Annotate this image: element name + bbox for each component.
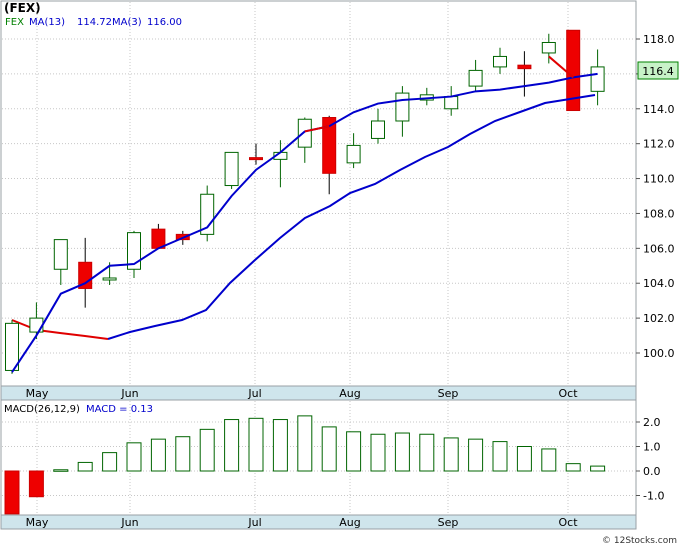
legend-ma13-value: 114.72 — [77, 17, 112, 28]
price-tick-label: 102.0 — [643, 312, 675, 325]
candle-body — [322, 117, 337, 174]
macd-value: MACD = 0.13 — [86, 404, 153, 415]
candle-body — [395, 92, 410, 122]
macd-bar — [150, 438, 166, 472]
price-panel — [0, 0, 637, 387]
legend-ma13-label: MA(13) — [29, 17, 65, 28]
macd-bars — [4, 415, 606, 515]
macd-bar — [126, 442, 142, 472]
candle-body — [590, 66, 605, 92]
price-tick-label: 104.0 — [643, 277, 675, 290]
month-label: Aug — [339, 516, 360, 529]
month-label: Jun — [120, 516, 138, 529]
macd-bar — [53, 469, 69, 472]
price-tick-label: 112.0 — [643, 138, 675, 151]
macd-bar — [492, 441, 508, 472]
price-tick-label: 114.0 — [643, 103, 675, 116]
macd-tick-label: 2.0 — [643, 416, 661, 429]
macd-bar — [394, 432, 410, 472]
ma-red-segment — [11, 319, 109, 340]
macd-bar — [321, 426, 337, 472]
legend: FEX MA(13) 114.72 MA(3) 116.00 — [5, 17, 182, 28]
month-label: May — [26, 516, 49, 529]
ma-red-segment — [548, 55, 574, 79]
macd-bar — [248, 417, 264, 472]
macd-bar — [28, 470, 44, 498]
price-tick-label: 106.0 — [643, 242, 675, 255]
ma-lines — [11, 55, 598, 373]
month-label: Jul — [247, 516, 261, 529]
candle-body — [517, 64, 532, 70]
month-label: Jun — [120, 387, 138, 400]
month-label: Oct — [558, 516, 578, 529]
macd-bar — [272, 419, 288, 472]
candle-body — [371, 120, 385, 139]
macd-bar — [565, 463, 581, 472]
candle-body — [346, 144, 361, 164]
month-label: Oct — [558, 387, 578, 400]
candle-body — [444, 96, 459, 110]
price-axis: 100.0 102.0 104.0 106.0 108.0 110.0 112.0 114.0… — [636, 33, 675, 360]
chart-title: (FEX) — [4, 1, 41, 15]
last-price-text: 116.4 — [642, 65, 674, 78]
price-tick-label: 100.0 — [643, 347, 675, 360]
month-labels-top: May Jun Jul Aug Sep Oct — [26, 387, 579, 400]
macd-bar — [419, 433, 435, 472]
macd-bar — [516, 446, 532, 472]
candle-body — [224, 151, 239, 187]
macd-tick-label: 0.0 — [643, 465, 661, 478]
macd-axis: 2.0 1.0 0.0 -1.0 — [636, 416, 664, 503]
macd-bar — [443, 437, 459, 472]
candle-body — [468, 69, 483, 87]
ma3-line — [11, 319, 109, 340]
candle-body — [541, 41, 556, 54]
month-labels-bottom: May Jun Jul Aug Sep Oct — [26, 516, 579, 529]
macd-bar — [468, 438, 484, 472]
macd-bar — [297, 415, 313, 472]
month-label: Sep — [438, 516, 459, 529]
candle-body — [53, 239, 68, 270]
legend-fex: FEX — [5, 17, 24, 28]
macd-bar — [346, 431, 362, 472]
candle-body — [29, 317, 44, 333]
macd-bar — [224, 419, 240, 472]
price-tick-label: 118.0 — [643, 33, 675, 46]
candle-body — [249, 157, 263, 161]
macd-bar — [541, 448, 557, 472]
macd-tick-label: -1.0 — [643, 490, 664, 503]
macd-bar — [175, 436, 191, 472]
month-label: Jul — [247, 387, 261, 400]
macd-bar — [590, 465, 606, 472]
legend-ma3-label: MA(3) — [112, 17, 142, 28]
macd-bar — [370, 433, 386, 472]
candle-body — [297, 118, 312, 148]
macd-tick-label: 1.0 — [643, 441, 661, 454]
ma-red-segment — [304, 125, 330, 133]
month-label: Sep — [438, 387, 459, 400]
candle-body — [127, 232, 141, 270]
macd-panel — [0, 399, 637, 516]
macd-bar — [77, 461, 93, 472]
month-label: Aug — [339, 387, 360, 400]
macd-bar — [4, 470, 20, 515]
price-tick-label: 108.0 — [643, 207, 675, 220]
candle-body — [102, 277, 117, 281]
candle-body — [493, 55, 507, 68]
last-price-badge — [637, 61, 679, 80]
macd-label: MACD(26,12,9) — [4, 404, 80, 415]
price-tick-label: 110.0 — [643, 173, 675, 186]
watermark: © 12Stocks.com — [602, 536, 677, 546]
month-axis-top — [0, 385, 637, 401]
macd-bar — [199, 428, 215, 472]
month-label: May — [26, 387, 49, 400]
candle-body — [566, 29, 581, 112]
ma13-line — [107, 94, 596, 340]
legend-ma3-value: 116.00 — [147, 17, 182, 28]
candle-body — [5, 322, 19, 371]
month-axis-bottom — [0, 514, 637, 530]
macd-bar — [102, 452, 118, 472]
